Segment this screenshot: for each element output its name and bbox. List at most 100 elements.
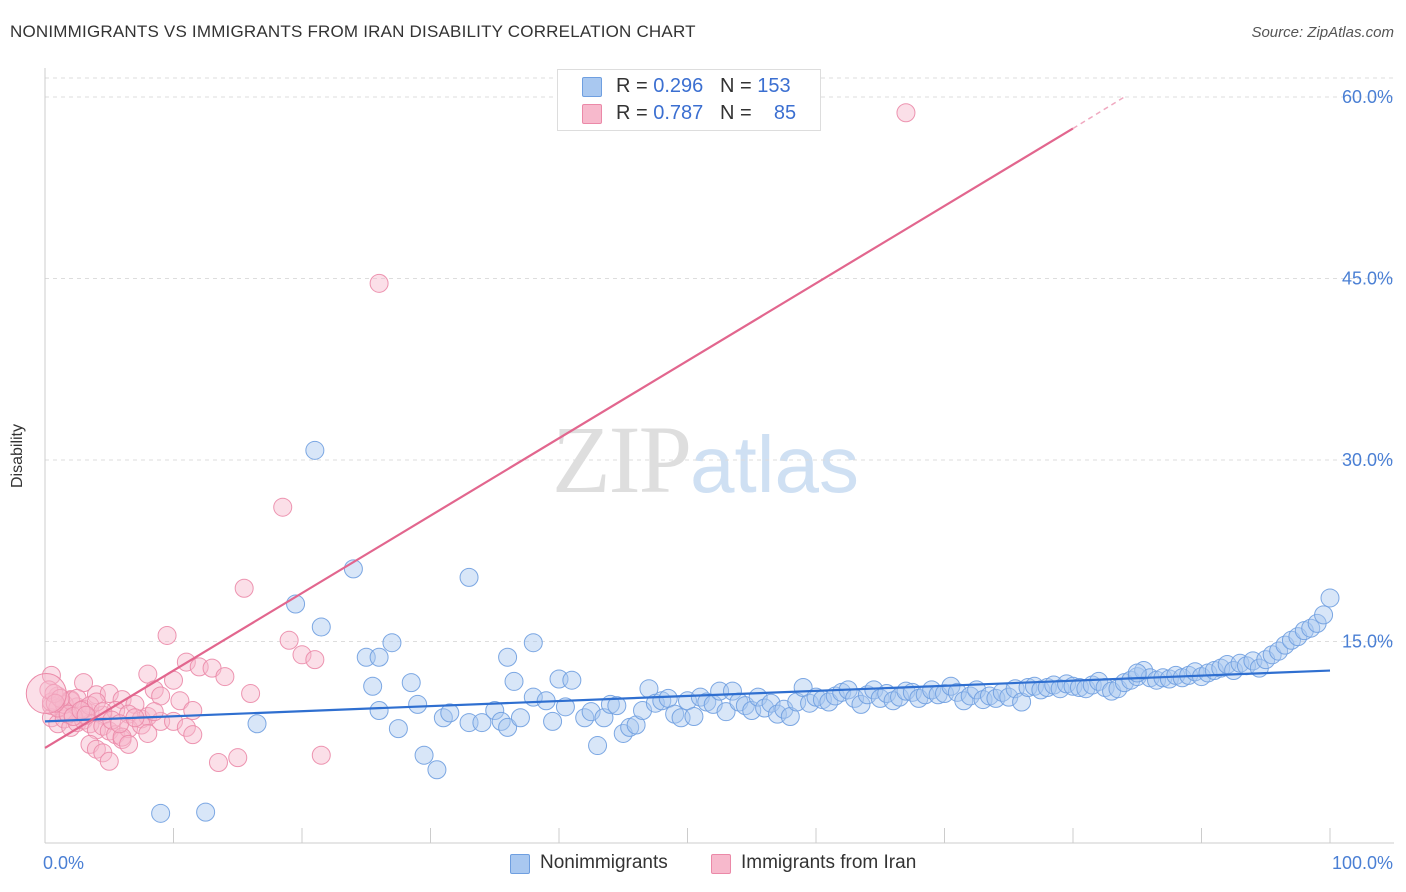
point-nonimmigrants-145 (1281, 630, 1301, 650)
point-nonimmigrants-37 (588, 736, 608, 756)
point-nonimmigrants-31 (543, 711, 563, 731)
point-iran-2 (273, 497, 293, 517)
point-nonimmigrants-28 (510, 708, 530, 728)
point-nonimmigrants-103 (1012, 692, 1032, 712)
legend-swatch-iran (582, 104, 602, 124)
r-label: R = (616, 75, 654, 97)
point-nonimmigrants-64 (761, 693, 781, 713)
trend-line-iran (44, 127, 1074, 749)
point-iran-21 (125, 694, 145, 714)
legend-stats-nonimmigrants: R = 0.296 N = 153 (616, 75, 791, 98)
x-tick-label-100: 100.0% (1332, 853, 1393, 873)
point-iran-11 (215, 667, 235, 687)
point-nonimmigrants-19 (427, 760, 447, 780)
x-tick-label-0: 0.0% (43, 853, 84, 873)
point-nonimmigrants-148 (1301, 618, 1321, 638)
point-nonimmigrants-1 (196, 802, 216, 822)
point-iran-50 (138, 723, 158, 743)
point-nonimmigrants-142 (1262, 645, 1282, 665)
point-nonimmigrants-16 (401, 673, 421, 693)
r-label: R = (616, 102, 654, 124)
point-nonimmigrants-94 (954, 691, 974, 711)
point-nonimmigrants-120 (1121, 670, 1141, 690)
chart-source: Source: ZipAtlas.com (1251, 24, 1394, 41)
point-nonimmigrants-26 (498, 717, 518, 737)
point-nonimmigrants-0 (151, 803, 171, 823)
point-iran-24 (170, 691, 190, 711)
point-nonimmigrants-83 (883, 691, 903, 711)
n-value: 85 (773, 102, 797, 124)
point-iran-70 (99, 751, 119, 771)
point-nonimmigrants-34 (562, 670, 582, 690)
point-nonimmigrants-9 (382, 633, 402, 653)
point-nonimmigrants-10 (498, 647, 518, 667)
point-nonimmigrants-150 (1314, 605, 1334, 625)
r-value: 0.296 (653, 75, 704, 97)
point-nonimmigrants-63 (755, 698, 775, 718)
point-iran-74 (228, 748, 248, 768)
chart-title: NONIMMIGRANTS VS IMMIGRANTS FROM IRAN DI… (10, 22, 696, 41)
point-iran-37 (48, 714, 68, 734)
point-nonimmigrants-8 (369, 647, 389, 667)
point-nonimmigrants-20 (433, 708, 453, 728)
point-iran-26 (241, 684, 261, 704)
n-value: 153 (757, 75, 791, 97)
point-iran-75 (311, 745, 331, 765)
point-iran-3 (234, 578, 254, 598)
point-nonimmigrants-4 (459, 567, 479, 587)
y-tick-label-45: 45.0% (1342, 269, 1393, 289)
watermark-atlas: atlas (690, 420, 859, 509)
point-nonimmigrants-18 (414, 745, 434, 765)
trend-line-nonimmigrants (44, 669, 1331, 723)
point-nonimmigrants-14 (369, 700, 389, 720)
point-nonimmigrants-33 (555, 697, 575, 717)
point-iran-15 (41, 665, 61, 685)
n-label: N = (719, 102, 758, 124)
point-nonimmigrants-151 (1320, 588, 1340, 608)
point-nonimmigrants-15 (388, 719, 408, 739)
point-nonimmigrants-49 (665, 704, 685, 724)
bottom-legend-label-nonimmigrants: Nonimmigrants (540, 852, 668, 873)
bottom-legend-swatch-nonimmigrants (510, 854, 530, 874)
point-nonimmigrants-23 (472, 713, 492, 733)
correlation-legend: R = 0.296 N = 153 R = 0.787 N = 85 (557, 69, 821, 131)
point-iran-61 (80, 696, 100, 716)
point-iran-6 (292, 645, 312, 665)
point-nonimmigrants-58 (722, 681, 742, 701)
bottom-legend-swatch-iran (711, 854, 731, 874)
axes (44, 68, 1394, 844)
bottom-legend-label-iran: Immigrants from Iran (741, 852, 917, 873)
point-nonimmigrants-67 (780, 707, 800, 727)
point-nonimmigrants-79 (857, 685, 877, 705)
point-iran-1 (369, 273, 389, 293)
point-nonimmigrants-74 (825, 686, 845, 706)
point-nonimmigrants-11 (523, 633, 543, 653)
point-iran-79 (76, 705, 96, 725)
point-iran-73 (208, 753, 228, 772)
point-nonimmigrants-52 (684, 707, 704, 727)
tick-labels: 15.0% 30.0% 45.0% 60.0% 0.0% 100.0% (43, 87, 1393, 873)
point-nonimmigrants-12 (247, 714, 267, 734)
n-label: N = (719, 75, 758, 97)
r-value: 0.787 (653, 102, 704, 124)
point-nonimmigrants-2 (305, 440, 325, 460)
point-iran-7 (305, 650, 325, 670)
point-iran-large (25, 673, 67, 715)
point-iran-68 (86, 739, 106, 759)
point-iran-53 (176, 717, 196, 737)
point-nonimmigrants-57 (716, 702, 736, 722)
point-nonimmigrants-21 (440, 703, 460, 723)
point-iran-4 (157, 625, 177, 645)
y-tick-label-15: 15.0% (1342, 632, 1393, 652)
point-nonimmigrants-17 (408, 694, 428, 714)
legend-swatch-nonimmigrants (582, 77, 602, 97)
point-iran-62 (86, 692, 106, 712)
point-iran-0 (896, 103, 916, 123)
point-nonimmigrants-24 (485, 700, 505, 720)
point-iran-54 (183, 725, 203, 745)
point-nonimmigrants-40 (607, 696, 627, 716)
point-nonimmigrants-6 (311, 617, 331, 637)
point-iran-72 (119, 734, 139, 754)
point-nonimmigrants-78 (851, 694, 871, 714)
